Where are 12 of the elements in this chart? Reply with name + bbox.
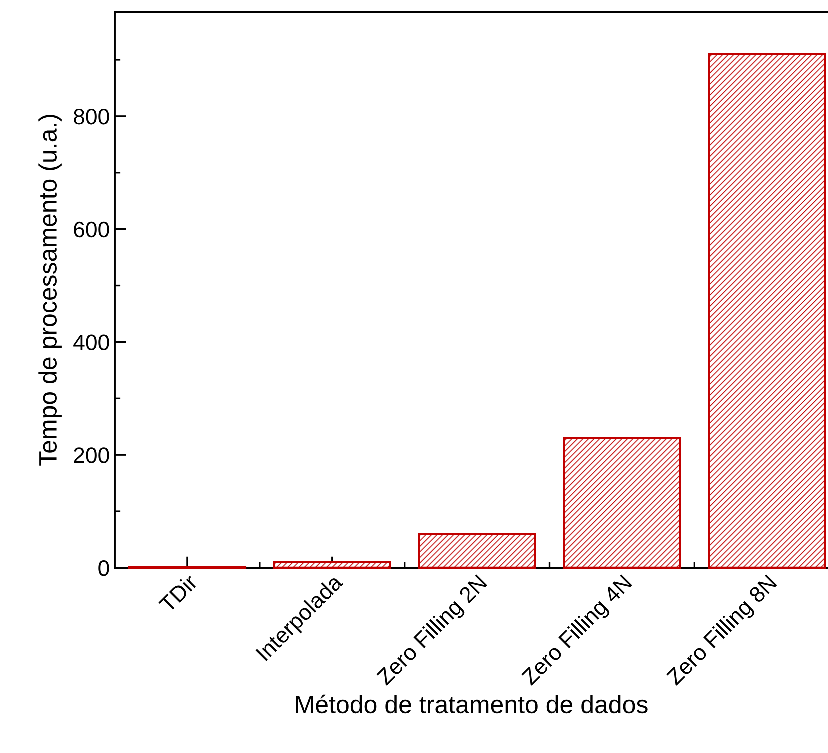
- bar: [708, 53, 826, 570]
- x-axis-title: Método de tratamento de dados: [296, 694, 648, 714]
- bar: [273, 561, 392, 570]
- bar: [418, 533, 536, 570]
- y-axis-title: Tempo de processamento (u.a.): [38, 115, 62, 466]
- x-tick-label: TDir: [158, 573, 199, 614]
- y-tick-label: 0: [98, 560, 110, 576]
- y-tick-label: 600: [74, 222, 110, 238]
- y-tick-label: 200: [74, 448, 110, 464]
- y-tick-label: 400: [74, 334, 110, 350]
- bar: [563, 437, 682, 570]
- y-tick-label: 800: [74, 108, 110, 125]
